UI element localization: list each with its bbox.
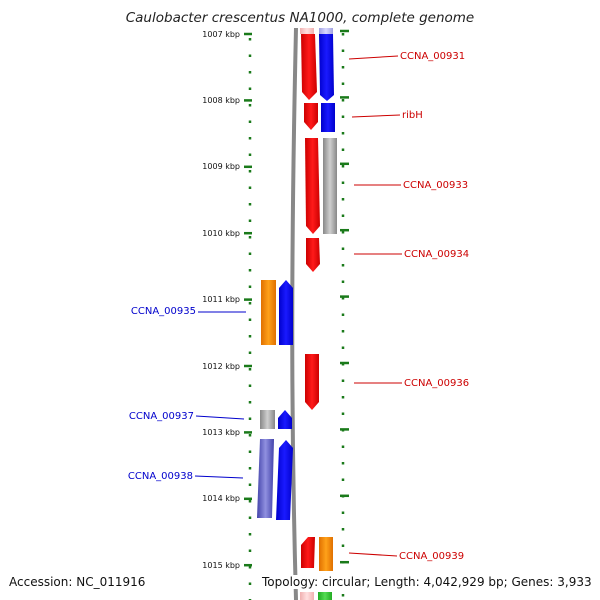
gene-label-ccna-00931[interactable]: CCNA_00931: [400, 51, 465, 62]
gene-label-ccna-00937[interactable]: CCNA_00937: [129, 411, 194, 422]
gene-ribh-arrow: [304, 103, 318, 130]
gene-label-ccna-00935[interactable]: CCNA_00935: [131, 306, 196, 317]
gene-segment-top-lightblue: [319, 28, 333, 34]
gene-ccna-00934-arrow: [306, 238, 320, 272]
reverse-gene-labels: CCNA_00935 CCNA_00937 CCNA_00938: [128, 306, 196, 482]
scale-label: 1013 kbp: [202, 428, 240, 437]
scale-ticks: [244, 29, 349, 567]
gene-ccna-00939-orange: [319, 537, 333, 571]
topology-info: Topology: circular; Length: 4,042,929 bp…: [262, 575, 592, 589]
label-leaders: [194, 55, 402, 557]
gene-ccna-00938-arrow: [276, 440, 293, 520]
forward-gene-labels: CCNA_00931 ribH CCNA_00933 CCNA_00934 CC…: [399, 51, 469, 562]
gene-ccna-00935-arrow: [279, 280, 293, 345]
scale-label: 1009 kbp: [202, 162, 240, 171]
gene-ccna-00935-orange: [261, 280, 276, 345]
gene-label-ccna-00938[interactable]: CCNA_00938: [128, 471, 193, 482]
gene-ccna-00939-red-arrow: [301, 537, 315, 568]
gene-label-ccna-00933[interactable]: CCNA_00933: [403, 180, 468, 191]
gene-label-ccna-00936[interactable]: CCNA_00936: [404, 378, 469, 389]
gene-bottom-green-stub: [318, 592, 332, 600]
gene-bottom-pink-stub: [300, 592, 314, 600]
gene-ccna-00938-purple: [257, 439, 274, 518]
scale-label: 1015 kbp: [202, 561, 240, 570]
gene-label-ccna-00934[interactable]: CCNA_00934: [404, 249, 469, 260]
scale-label: 1011 kbp: [202, 295, 240, 304]
scale-label: 1014 kbp: [202, 494, 240, 503]
gene-ccna-00937-arrow: [278, 410, 292, 429]
scale-labels: 1007 kbp 1008 kbp 1009 kbp 1010 kbp 1011…: [202, 30, 240, 570]
gene-ccna-00931-blue-arrow: [319, 34, 334, 101]
gene-label-ribh[interactable]: ribH: [402, 110, 423, 121]
gene-ribh-blue: [321, 103, 335, 132]
scale-label: 1012 kbp: [202, 362, 240, 371]
scale-label: 1007 kbp: [202, 30, 240, 39]
gene-segment-top-pink: [300, 28, 314, 34]
gene-ccna-00937-gray: [260, 410, 275, 429]
map-title: Caulobacter crescentus NA1000, complete …: [125, 10, 475, 26]
scale-label: 1008 kbp: [202, 96, 240, 105]
gene-ccna-00933-gray: [323, 138, 337, 234]
gene-ccna-00936-arrow: [305, 354, 319, 410]
scale-label: 1010 kbp: [202, 229, 240, 238]
accession-info: Accession: NC_011916: [9, 575, 146, 589]
gene-ccna-00933-arrow: [305, 138, 320, 234]
gene-ccna-00931-arrow: [301, 34, 317, 100]
gene-label-ccna-00939[interactable]: CCNA_00939: [399, 551, 464, 562]
